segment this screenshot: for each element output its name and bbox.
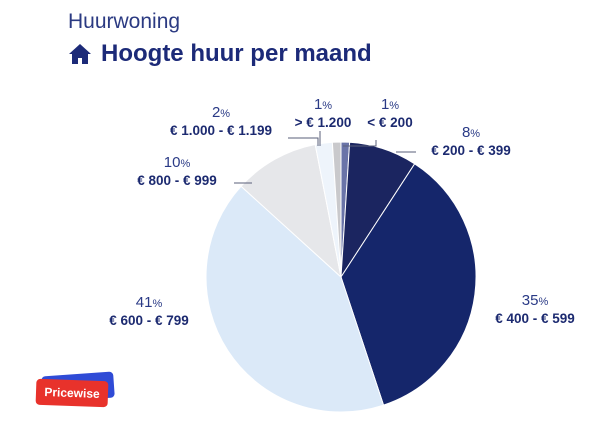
slice-label-gt1200: 1% > € 1.200 bbox=[288, 96, 358, 131]
slice-label-lt200: 1% < € 200 bbox=[360, 96, 420, 131]
slice-pct-gt1200: 1% bbox=[313, 96, 333, 113]
slice-pct-800-999: 10% bbox=[163, 154, 191, 171]
slice-label-200-399: 8% € 200 - € 399 bbox=[412, 124, 530, 159]
pie-slices bbox=[205, 141, 477, 413]
pie-slice-600-799 bbox=[205, 185, 385, 413]
slice-pct-lt200: 1% bbox=[380, 96, 400, 113]
slice-range-400-599: € 400 - € 599 bbox=[495, 311, 575, 326]
pricewise-logo: Pricewise bbox=[35, 371, 115, 408]
slice-range-600-799: € 600 - € 799 bbox=[109, 313, 189, 328]
slice-range-1000-1199: € 1.000 - € 1.199 bbox=[169, 123, 273, 138]
leader-line bbox=[343, 140, 377, 147]
slice-pct-1000-1199: 2% bbox=[211, 104, 231, 121]
slice-label-1000-1199: 2% € 1.000 - € 1.199 bbox=[154, 104, 288, 139]
slice-range-gt1200: > € 1.200 bbox=[294, 115, 352, 130]
pie-slice-400-599 bbox=[340, 163, 477, 406]
leader-line bbox=[288, 137, 319, 146]
slice-label-600-799: 41% € 600 - € 799 bbox=[90, 294, 208, 329]
home-icon bbox=[68, 43, 92, 65]
slice-range-200-399: € 200 - € 399 bbox=[431, 143, 511, 158]
pie-slice-800-999 bbox=[240, 143, 342, 279]
chart-subtitle: Huurwoning bbox=[68, 10, 181, 33]
slice-range-lt200: < € 200 bbox=[367, 115, 413, 130]
slice-pct-600-799: 41% bbox=[135, 294, 163, 311]
slice-pct-200-399: 8% bbox=[461, 124, 481, 141]
slice-label-400-599: 35% € 400 - € 599 bbox=[476, 292, 594, 327]
title-row: Hoogte huur per maand bbox=[68, 40, 372, 68]
slice-range-800-999: € 800 - € 999 bbox=[137, 173, 217, 188]
pie-slice-gt1200 bbox=[331, 141, 342, 278]
slice-label-800-999: 10% € 800 - € 999 bbox=[120, 154, 234, 189]
logo-front-card: Pricewise bbox=[35, 378, 109, 408]
chart-title: Hoogte huur per maand bbox=[101, 40, 372, 67]
leader-lines bbox=[234, 131, 416, 184]
slice-pct-400-599: 35% bbox=[521, 292, 549, 309]
